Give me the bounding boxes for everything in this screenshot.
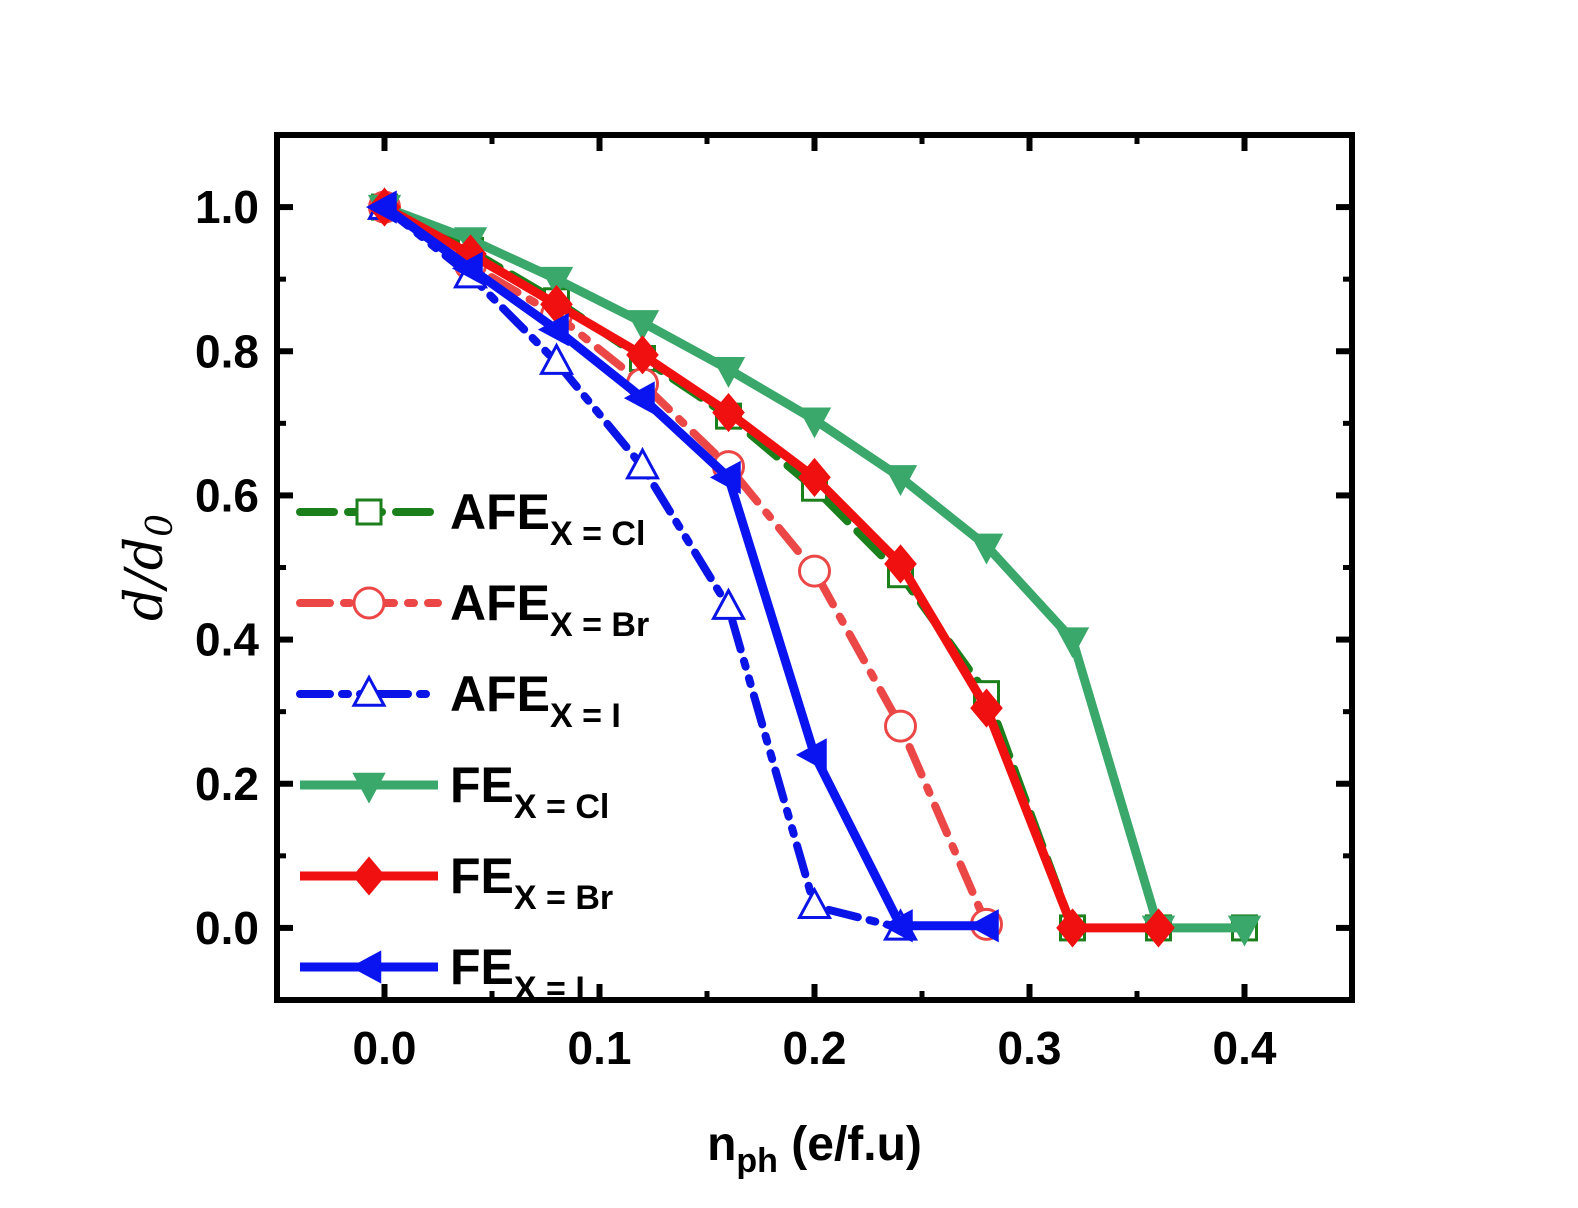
- x-tick-label: 0.0: [353, 1022, 417, 1074]
- data-point: [1055, 627, 1090, 659]
- x-tick-label: 0.1: [568, 1022, 632, 1074]
- x-tick-label: 0.3: [998, 1022, 1062, 1074]
- y-axis-title-sub: 0: [140, 514, 181, 537]
- series-2: [366, 187, 919, 941]
- data-point: [625, 310, 660, 342]
- y-tick-label: 0.6: [195, 469, 259, 521]
- data-point: [1227, 915, 1262, 947]
- y-tick-label: 1.0: [195, 181, 259, 233]
- legend-entry: FEX = Br: [300, 848, 613, 917]
- data-point: [797, 407, 832, 439]
- legend-label-main: AFE: [450, 484, 550, 540]
- data-point: [969, 533, 1004, 565]
- legend-marker: [352, 856, 386, 896]
- legend-label: FEX = Cl: [450, 757, 609, 826]
- data-point: [539, 266, 574, 298]
- legend-entry: AFEX = Br: [296, 575, 649, 644]
- data-point: [884, 709, 917, 743]
- legend-entry: FEX = Cl: [300, 757, 609, 826]
- data-point: [538, 342, 575, 375]
- data-point: [712, 392, 745, 433]
- data-point: [798, 554, 831, 588]
- legend-label-sub: X = Br: [514, 879, 613, 917]
- legend-entry: AFEX = Cl: [296, 484, 645, 553]
- data-point: [883, 465, 918, 496]
- x-tick-label: 0.4: [1213, 1022, 1277, 1074]
- data-point: [884, 544, 917, 584]
- legend-label: AFEX = Cl: [450, 484, 645, 553]
- legend-marker: [352, 772, 386, 804]
- legend-label-sub: X = Cl: [514, 788, 609, 826]
- legend-entry: AFEX = I: [296, 666, 621, 735]
- tick-labels: 0.0 0.1 0.2 0.3 0.4 0.0 0.2 0.4 0.6 0.8 1.0: [195, 181, 1277, 1074]
- series-layer: [365, 187, 1262, 948]
- x-axis-title-sub: ph: [736, 1142, 778, 1180]
- data-point: [795, 738, 827, 772]
- legend-label: AFEX = I: [450, 666, 621, 735]
- y-tick-label: 0.2: [195, 758, 259, 810]
- data-point: [365, 190, 397, 224]
- series-line: [382, 203, 1159, 933]
- legend-label-main: FE: [450, 939, 514, 995]
- y-axis-title: d/d0: [115, 514, 181, 621]
- x-tick-label: 0.2: [783, 1022, 847, 1074]
- series-4: [368, 187, 1175, 948]
- legend-label-main: AFE: [450, 666, 550, 722]
- data-point: [451, 251, 483, 286]
- x-axis-title: nph (e/f.u): [707, 1118, 922, 1180]
- data-point: [1056, 908, 1089, 948]
- data-point: [1142, 908, 1175, 948]
- data-point: [711, 357, 746, 388]
- legend-label-sub: X = Br: [550, 606, 649, 644]
- data-point: [537, 312, 569, 347]
- tick-layer: [277, 135, 1352, 1000]
- data-point: [796, 886, 833, 920]
- legend-label-main: FE: [450, 848, 514, 904]
- legend-label-main: AFE: [450, 575, 550, 631]
- data-point: [626, 335, 659, 375]
- data-point: [710, 587, 747, 620]
- x-axis-title-main: n: [707, 1118, 736, 1171]
- data-point: [623, 381, 655, 415]
- legend-label-sub: X = I: [550, 697, 621, 735]
- data-point: [709, 460, 741, 495]
- data-point: [967, 909, 999, 943]
- data-point: [970, 688, 1003, 728]
- legend-marker: [351, 674, 387, 707]
- data-point: [881, 909, 913, 943]
- y-tick-label: 0.8: [195, 325, 259, 377]
- legend-label: AFEX = Br: [450, 575, 649, 644]
- y-tick-label: 0.0: [195, 902, 259, 954]
- y-tick-label: 0.4: [195, 614, 259, 666]
- y-axis-title-main: d/d: [115, 537, 175, 621]
- series-5: [365, 190, 999, 943]
- x-axis-title-rest: (e/f.u): [778, 1118, 922, 1171]
- data-point: [624, 446, 661, 480]
- legend-label-sub: X = Cl: [550, 515, 645, 553]
- legend-marker: [352, 586, 386, 620]
- series-line: [380, 203, 991, 929]
- legend-label: FEX = Br: [450, 848, 613, 917]
- legend-marker: [355, 498, 383, 526]
- series-line: [381, 203, 987, 931]
- data-point: [798, 457, 831, 497]
- legend-marker: [350, 950, 382, 984]
- legend-label-main: FE: [450, 757, 514, 813]
